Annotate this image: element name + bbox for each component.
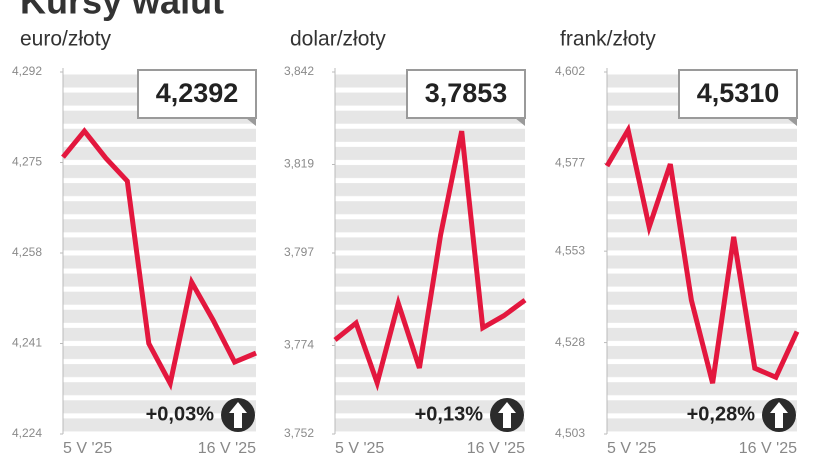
y-tick-label: 4,224 <box>12 426 42 440</box>
change-arrow <box>770 402 788 428</box>
y-tick-label: 3,842 <box>284 64 314 78</box>
y-tick-label: 3,797 <box>284 245 314 259</box>
plot-area <box>607 72 797 434</box>
y-tick-label: 4,275 <box>12 155 42 169</box>
plot-area <box>63 72 256 434</box>
y-tick-label: 4,503 <box>555 426 585 440</box>
x-tick-label: 16 V '25 <box>739 440 797 457</box>
value-box <box>406 69 526 119</box>
y-tick-label: 4,577 <box>555 156 585 170</box>
y-tick-label: 3,819 <box>284 157 314 171</box>
x-tick-label: 5 V '25 <box>607 440 656 457</box>
y-tick-label: 4,553 <box>555 243 585 257</box>
change-label: +0,28% <box>687 403 756 425</box>
plot-area <box>335 72 525 434</box>
x-tick-label: 16 V '25 <box>467 440 525 457</box>
page-title: Kursy walut <box>20 0 224 22</box>
series-line <box>604 123 800 384</box>
panel-title: dolar/złoty <box>290 28 386 51</box>
change-label: +0,13% <box>415 403 484 425</box>
change-arrow <box>498 402 516 428</box>
value-label: 4,5310 <box>697 78 780 108</box>
y-tick-label: 4,241 <box>12 336 42 350</box>
y-tick-label: 3,752 <box>284 426 314 440</box>
x-tick-label: 16 V '25 <box>198 440 256 457</box>
change-arrow <box>229 402 247 428</box>
y-tick-label: 4,602 <box>555 64 585 78</box>
value-label: 4,2392 <box>156 78 239 108</box>
series-line <box>61 127 257 391</box>
y-tick-label: 4,258 <box>12 245 42 259</box>
change-label: +0,03% <box>146 403 215 425</box>
y-tick-label: 3,774 <box>284 338 314 352</box>
panel-title: frank/złoty <box>560 28 656 51</box>
x-tick-label: 5 V '25 <box>335 440 384 457</box>
value-label: 3,7853 <box>425 78 508 108</box>
value-box <box>137 69 257 119</box>
series-line <box>333 130 527 392</box>
value-box <box>678 69 798 119</box>
y-tick-label: 4,528 <box>555 335 585 349</box>
y-tick-label: 4,292 <box>12 64 42 78</box>
x-tick-label: 5 V '25 <box>63 440 112 457</box>
panel-title: euro/złoty <box>20 28 112 51</box>
